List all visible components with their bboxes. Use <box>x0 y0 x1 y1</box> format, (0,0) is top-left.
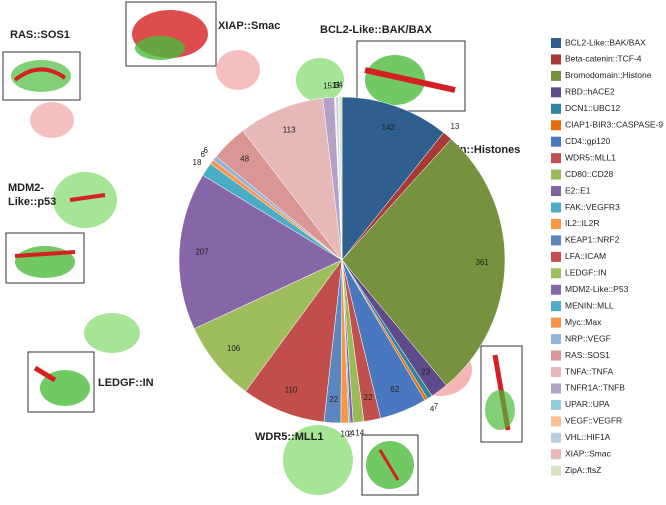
data-label: 2 <box>348 429 353 438</box>
legend-swatch <box>551 87 561 98</box>
annotation: Like::p53 <box>8 196 56 208</box>
data-label: 3 <box>334 81 339 90</box>
legend-swatch <box>551 301 561 312</box>
annotation: RAS::SOS1 <box>10 29 70 41</box>
legend-swatch <box>551 432 561 443</box>
legend-swatch <box>551 103 561 114</box>
data-label: 48 <box>240 154 249 163</box>
legend-swatch <box>551 399 561 410</box>
data-label: 4 <box>350 429 355 438</box>
legend-label: Beta-catenin::TCF-4 <box>565 54 642 64</box>
data-label: 10 <box>340 429 349 438</box>
legend-label: XIAP::Smac <box>565 449 612 459</box>
data-label: 23 <box>421 368 430 377</box>
legend-swatch <box>551 416 561 427</box>
data-label: 110 <box>285 386 298 395</box>
legend-swatch <box>551 465 561 476</box>
data-label: 142 <box>382 123 396 132</box>
annotation: LEDGF::IN <box>98 377 154 389</box>
legend-swatch <box>551 268 561 279</box>
data-label: 207 <box>195 247 209 256</box>
data-label: 6 <box>201 150 206 159</box>
legend-label: KEAP1::NRF2 <box>565 235 620 245</box>
legend-swatch <box>551 38 561 48</box>
data-label: 113 <box>283 125 296 134</box>
legend-swatch <box>551 317 561 328</box>
annotation: XIAP::Smac <box>218 20 280 32</box>
legend-label: LFA::ICAM <box>565 251 606 261</box>
data-label: 4 <box>338 81 343 90</box>
data-label: 62 <box>390 385 399 394</box>
legend-label: WDR5::MLL1 <box>565 152 616 162</box>
pie-slice <box>178 174 343 330</box>
pie-slice <box>341 96 445 261</box>
legend-label: BCL2-Like::BAK/BAX <box>565 37 646 47</box>
legend-label: Myc::Max <box>565 317 602 327</box>
legend-swatch <box>551 136 561 147</box>
pie-slice <box>341 138 506 386</box>
legend-label: RBD::hACE2 <box>565 87 615 97</box>
legend-label: ZipA::ftsZ <box>565 465 601 475</box>
data-label: 1 <box>336 81 341 90</box>
legend-swatch <box>551 54 561 65</box>
data-label: 18 <box>193 158 202 167</box>
legend-label: MENIN::MLL <box>565 300 614 310</box>
legend-label: LEDGF::IN <box>565 268 607 278</box>
legend-label: MDM2-Like::P53 <box>565 284 629 294</box>
legend-swatch <box>551 218 561 229</box>
legend-swatch <box>551 235 561 246</box>
data-label: 6 <box>204 146 209 155</box>
data-label: 106 <box>227 344 241 353</box>
legend-swatch <box>551 169 561 180</box>
legend-label: NRP::VEGF <box>565 333 611 343</box>
legend-swatch <box>551 350 561 361</box>
pie-slice <box>242 97 343 261</box>
annotation: MDM2- <box>8 182 44 194</box>
data-label: 4 <box>430 404 435 413</box>
legend-swatch <box>551 334 561 345</box>
legend-label: VHL::HIF1A <box>565 432 611 442</box>
legend-swatch <box>551 367 561 377</box>
data-label: 1 <box>332 81 337 90</box>
legend-label: CIAP1-BIR3::CASPASE-9 <box>565 120 663 130</box>
legend-label: Bromodomain::Histone <box>565 70 652 80</box>
legend-swatch <box>551 120 561 131</box>
legend-swatch <box>551 383 561 394</box>
legend-label: UPAR::UPA <box>565 399 610 409</box>
legend-swatch <box>551 284 561 295</box>
data-label: 15 <box>323 81 332 90</box>
legend-label: TNFA::TNFA <box>565 366 614 376</box>
legend-label: CD80::CD28 <box>565 169 613 179</box>
pie-slice <box>338 96 343 261</box>
legend-label: VEGF::VEGFR <box>565 416 622 426</box>
annotation: BCL2-Like::BAK/BAX <box>320 24 433 36</box>
legend-label: FAK::VEGFR3 <box>565 202 620 212</box>
legend-swatch <box>551 251 561 262</box>
data-label: 361 <box>475 258 489 267</box>
legend-swatch <box>551 202 561 213</box>
data-label: 22 <box>364 393 373 402</box>
data-label: 14 <box>355 429 364 438</box>
legend-label: DCN1::UBC12 <box>565 103 621 113</box>
data-label: 22 <box>329 395 338 404</box>
legend-label: RAS::SOS1 <box>565 350 610 360</box>
legend-label: E2::E1 <box>565 185 591 195</box>
legend-swatch <box>551 449 561 460</box>
annotation: WDR5::MLL1 <box>255 431 323 443</box>
data-label: 13 <box>450 122 459 131</box>
legend-label: CD4::gp120 <box>565 136 611 146</box>
legend-label: TNFR1A::TNFB <box>565 383 625 393</box>
legend-swatch <box>551 153 561 164</box>
legend-swatch <box>551 186 561 197</box>
legend-swatch <box>551 70 561 81</box>
legend-label: IL2::IL2R <box>565 218 600 228</box>
data-label: 7 <box>434 402 439 411</box>
data-label: 1 <box>333 81 338 90</box>
